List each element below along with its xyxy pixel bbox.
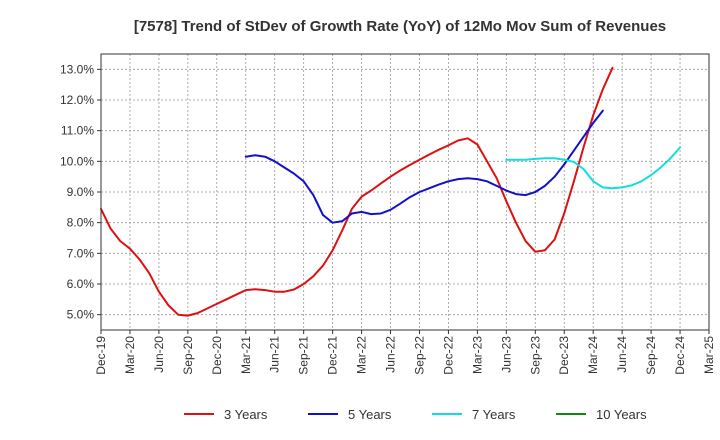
x-tick-label: Mar-24 — [586, 336, 600, 374]
x-tick-label: Jun-20 — [152, 336, 166, 373]
series-line-3-years — [100, 66, 614, 317]
x-tick-label: Sep-20 — [181, 336, 195, 375]
series-lines — [100, 66, 681, 317]
x-tick-label: Sep-22 — [412, 336, 426, 375]
x-tick-label: Jun-24 — [615, 336, 629, 373]
plot-border — [100, 53, 710, 331]
x-tick-label: Jun-22 — [384, 336, 398, 373]
x-tick-label: Dec-22 — [441, 336, 455, 375]
x-tick-label: Jun-21 — [268, 336, 282, 373]
x-tick-label: Mar-23 — [470, 336, 484, 374]
y-axis: 5.0% 6.0% 7.0% 8.0% 9.0% 10.0% 11.0% 12.0% 13.0% — [60, 62, 101, 322]
x-tick-label: Sep-24 — [644, 336, 658, 375]
y-tick-label: 7.0% — [67, 246, 95, 260]
legend-label-7-years: 7 Years — [472, 407, 516, 422]
x-tick-label: Dec-19 — [94, 336, 108, 375]
y-tick-label: 13.0% — [60, 62, 94, 76]
series-line-7-years — [505, 146, 681, 190]
legend: 3 Years 5 Years 7 Years 10 Years — [184, 407, 647, 422]
x-tick-label: Mar-21 — [239, 336, 253, 374]
x-tick-label: Dec-21 — [326, 336, 340, 375]
y-tick-label: 11.0% — [61, 124, 94, 138]
x-tick-label: Jun-23 — [499, 336, 513, 373]
y-tick-label: 6.0% — [67, 277, 95, 291]
legend-label-10-years: 10 Years — [596, 407, 647, 422]
x-tick-label: Mar-20 — [123, 336, 137, 374]
x-tick-label: Mar-25 — [702, 336, 716, 374]
x-tick-label: Sep-23 — [528, 336, 542, 375]
x-tick-label: Dec-23 — [557, 336, 571, 375]
x-tick-label: Sep-21 — [297, 336, 311, 375]
legend-label-5-years: 5 Years — [348, 407, 392, 422]
y-tick-label: 12.0% — [60, 93, 94, 107]
x-tick-label: Dec-24 — [673, 336, 687, 375]
x-tick-label: Mar-22 — [355, 336, 369, 374]
chart-title: [7578] Trend of StDev of Growth Rate (Yo… — [134, 18, 666, 35]
y-tick-label: 5.0% — [67, 308, 95, 322]
legend-label-3-years: 3 Years — [224, 407, 268, 422]
y-tick-label: 9.0% — [67, 185, 95, 199]
x-tick-label: Dec-20 — [210, 336, 224, 375]
series-line-5-years — [244, 109, 604, 224]
x-axis: Dec-19 Mar-20 Jun-20 Sep-20 Dec-20 Mar-21 Jun-… — [94, 330, 716, 375]
y-tick-label: 8.0% — [67, 216, 95, 230]
y-tick-label: 10.0% — [60, 154, 94, 168]
